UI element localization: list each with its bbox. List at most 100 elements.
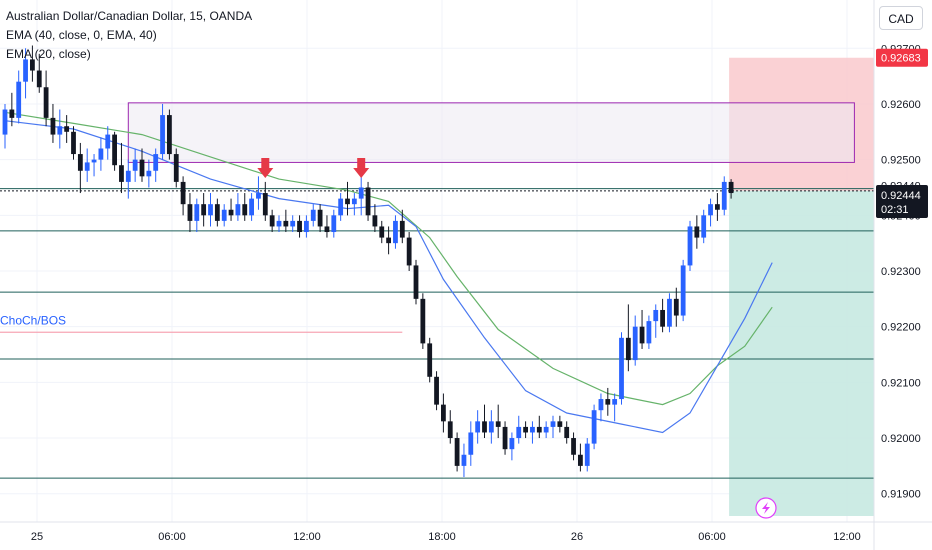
candle-body [413,265,419,299]
candle-body [331,215,337,233]
target-price-badge-bg [876,48,928,67]
candle-body [173,154,179,182]
candle-body [105,134,111,149]
candle-body [502,426,508,450]
candle-body [625,337,631,361]
candle-body [235,204,241,216]
candle-body [365,187,371,216]
candle-body [605,399,611,405]
candle-body [317,209,323,227]
symbol-title[interactable]: Australian Dollar/Canadian Dollar, 15, O… [6,9,253,23]
down-arrow-marker [353,158,370,178]
currency-button[interactable]: CAD [879,6,923,30]
candle-body [160,115,165,155]
candle-body [112,134,117,166]
candle-body [687,226,693,266]
candle-body [256,193,261,199]
candle-body [536,426,542,433]
candle-body [153,154,159,171]
candle-body [30,59,35,71]
candle-body [262,193,268,216]
ema-40-line [4,111,773,406]
candle-body [91,159,97,163]
candle-body [57,126,63,135]
candle-body [16,81,22,118]
candle-body [242,204,248,216]
candle-body [139,159,145,177]
candle-body [715,204,720,210]
candle-body [420,298,426,344]
y-tick-label: 0.92200 [881,322,921,334]
candle-body [297,220,302,233]
candle-body [23,59,28,82]
take-profit-zone [729,190,874,516]
candle-body [290,220,296,227]
candle-body [653,309,659,322]
candle-body [488,421,494,433]
y-tick-label: 0.92300 [881,266,921,278]
y-tick-label: 0.92100 [881,377,921,389]
lightning-bolt [762,502,770,514]
supply-zone-box [127,102,855,163]
candle-body [71,131,76,155]
candle-body [358,187,364,199]
target-price-badge: 0.92683 [881,53,921,65]
ema-20-line [4,120,773,434]
candle-body [43,87,49,118]
candle-body [584,443,590,466]
candle-body [276,220,282,227]
candle-body [434,376,439,405]
candle-body [639,326,645,344]
candle-body [379,226,385,238]
ema20-legend[interactable]: EMA (20, close) [6,47,91,61]
candle-body [180,181,186,205]
candle-body [523,426,528,433]
candle-body [708,204,713,216]
candle-body [406,237,412,266]
x-tick-label: 12:00 [833,531,861,543]
candle-body [187,204,193,221]
candle-body [36,70,42,88]
candle-body [351,198,357,205]
y-tick-label: 0.91900 [881,489,921,501]
candle-body [475,421,481,433]
last-price-badge-bg [876,185,928,218]
ema40-legend[interactable]: EMA (40, close, 0, EMA, 40) [6,28,157,42]
candle-body [304,220,309,233]
candle-body [98,148,104,160]
x-tick-label: 06:00 [698,531,726,543]
last-price-badge: 0.92444 [881,190,921,202]
candle-body [673,298,679,316]
candle-body [427,343,433,377]
candle-body [543,426,549,433]
down-arrow-marker [257,158,274,178]
candle-body [591,410,597,444]
chart-legend: Australian Dollar/Canadian Dollar, 15, O… [6,7,252,64]
candle-body [728,181,734,194]
x-tick-label: 18:00 [428,531,456,543]
candle-body [214,204,220,221]
candle-body [680,265,686,316]
candle-body [646,321,652,344]
candle-body [64,126,70,132]
candle-body [386,237,391,244]
candle-body [9,109,15,118]
candle-body [667,298,672,327]
x-tick-label: 26 [571,531,583,543]
candle-body [2,109,8,135]
bar-timer: 02:31 [881,204,909,216]
candle-body [482,421,487,433]
candle-body [221,209,227,221]
candle-body [571,438,576,455]
candle-body [132,159,138,171]
candle-body [84,162,90,171]
candle-body [119,165,124,182]
x-tick-label: 12:00 [293,531,321,543]
candle-body [550,421,556,427]
candle-body [146,170,152,177]
candle-body [660,309,665,327]
candle-body [338,198,344,216]
candle-body [310,209,316,221]
